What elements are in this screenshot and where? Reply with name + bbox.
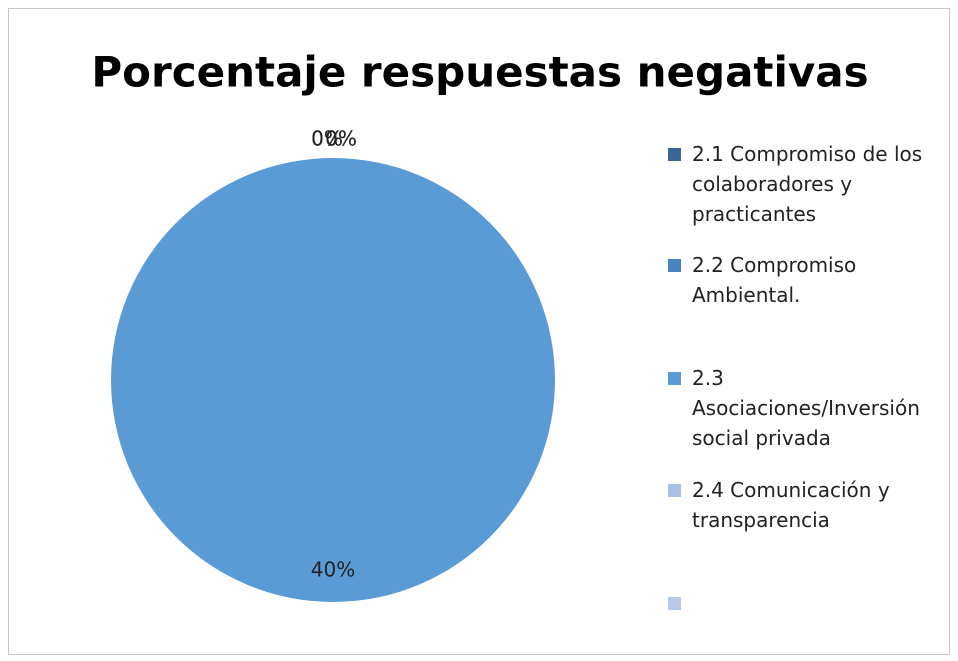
legend-entry: 2.1 Compromiso de los colaboradores y pr… xyxy=(668,139,938,229)
data-label: 0% xyxy=(325,127,357,151)
legend-entry: 2.3 Asociaciones/Inversión social privad… xyxy=(668,363,938,453)
legend-label: 2.4 Comunicación y transparencia xyxy=(692,478,890,532)
data-label: 0% xyxy=(311,127,343,151)
legend-entry: 2.4 Comunicación y transparencia xyxy=(668,475,938,535)
legend-swatch xyxy=(668,259,681,272)
data-label: 0% xyxy=(311,127,343,151)
legend-label: 2.3 Asociaciones/Inversión social privad… xyxy=(692,366,920,450)
data-label: 0% xyxy=(325,127,357,151)
legend-swatch xyxy=(668,597,681,610)
data-label: 40% xyxy=(311,557,355,581)
legend-entry: 2.2 Compromiso Ambiental. xyxy=(668,250,938,310)
legend-label: 2.1 Compromiso de los colaboradores y pr… xyxy=(692,142,923,226)
pie-slice xyxy=(111,158,555,602)
chart-title: Porcentaje respuestas negativas xyxy=(91,48,868,97)
legend-swatch xyxy=(668,372,681,385)
legend-swatch xyxy=(668,484,681,497)
legend-swatch xyxy=(668,148,681,161)
legend-label: 2.2 Compromiso Ambiental. xyxy=(692,253,857,307)
